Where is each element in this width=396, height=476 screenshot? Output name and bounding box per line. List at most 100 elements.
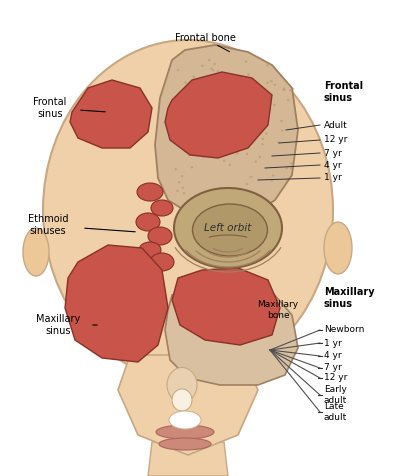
Ellipse shape [274, 83, 276, 86]
Text: 1 yr: 1 yr [324, 173, 342, 182]
Ellipse shape [219, 187, 221, 189]
Ellipse shape [188, 123, 191, 126]
Ellipse shape [136, 213, 160, 231]
Ellipse shape [266, 64, 269, 67]
Ellipse shape [209, 105, 211, 108]
Text: Early
adult: Early adult [324, 385, 347, 405]
Ellipse shape [224, 85, 227, 87]
Polygon shape [65, 245, 168, 362]
Ellipse shape [226, 95, 228, 97]
Ellipse shape [217, 70, 219, 72]
Ellipse shape [286, 179, 289, 181]
Ellipse shape [212, 69, 214, 72]
Text: Frontal
sinus: Frontal sinus [33, 97, 67, 119]
Polygon shape [165, 282, 298, 385]
Ellipse shape [174, 168, 177, 170]
Ellipse shape [210, 127, 213, 130]
Ellipse shape [192, 76, 195, 78]
Ellipse shape [151, 200, 173, 216]
Ellipse shape [156, 425, 214, 439]
Ellipse shape [177, 69, 179, 71]
Text: Left orbit: Left orbit [204, 223, 252, 233]
Text: 7 yr: 7 yr [324, 149, 342, 158]
Ellipse shape [247, 124, 249, 127]
Text: Maxillary
sinus: Maxillary sinus [324, 287, 375, 309]
Ellipse shape [246, 183, 248, 185]
Ellipse shape [181, 175, 183, 178]
Ellipse shape [236, 152, 238, 155]
Ellipse shape [245, 60, 248, 63]
Text: 12 yr: 12 yr [324, 136, 347, 145]
Ellipse shape [259, 156, 261, 159]
Ellipse shape [289, 167, 292, 169]
Ellipse shape [266, 123, 269, 125]
Ellipse shape [172, 389, 192, 411]
Ellipse shape [210, 68, 213, 70]
Text: Late
adult: Late adult [324, 402, 347, 422]
Ellipse shape [202, 156, 205, 158]
Ellipse shape [179, 99, 182, 102]
Ellipse shape [201, 65, 204, 67]
Text: 12 yr: 12 yr [324, 374, 347, 383]
Ellipse shape [292, 88, 295, 90]
Ellipse shape [211, 125, 214, 128]
Ellipse shape [223, 159, 225, 162]
Ellipse shape [233, 96, 236, 99]
Ellipse shape [285, 167, 288, 169]
Ellipse shape [283, 89, 285, 91]
Ellipse shape [289, 89, 292, 91]
Ellipse shape [283, 87, 285, 90]
Ellipse shape [261, 143, 264, 146]
Ellipse shape [175, 125, 177, 128]
Ellipse shape [217, 190, 220, 192]
Ellipse shape [137, 183, 163, 201]
Polygon shape [165, 72, 272, 158]
Ellipse shape [239, 79, 242, 82]
Text: Maxillary
bone: Maxillary bone [257, 300, 299, 320]
Ellipse shape [188, 101, 190, 103]
Polygon shape [172, 268, 280, 345]
Ellipse shape [159, 438, 211, 450]
Text: 7 yr: 7 yr [324, 364, 342, 373]
Ellipse shape [191, 122, 194, 125]
Ellipse shape [139, 242, 161, 258]
Text: 4 yr: 4 yr [324, 351, 342, 360]
Polygon shape [155, 45, 298, 220]
Text: Ethmoid
sinuses: Ethmoid sinuses [28, 214, 68, 236]
Ellipse shape [201, 114, 204, 116]
Polygon shape [148, 442, 228, 476]
Ellipse shape [142, 266, 162, 282]
Ellipse shape [174, 188, 282, 268]
Ellipse shape [150, 253, 174, 271]
Ellipse shape [247, 78, 249, 80]
Text: 1 yr: 1 yr [324, 338, 342, 347]
Text: Maxillary
sinus: Maxillary sinus [36, 314, 80, 336]
Ellipse shape [236, 114, 239, 116]
Polygon shape [70, 80, 152, 148]
Ellipse shape [192, 204, 268, 256]
Text: Newborn: Newborn [324, 326, 364, 335]
Ellipse shape [148, 227, 172, 245]
Ellipse shape [177, 143, 180, 145]
Ellipse shape [265, 132, 268, 135]
Ellipse shape [211, 99, 213, 102]
Text: Frontal bone: Frontal bone [175, 33, 236, 43]
Ellipse shape [277, 141, 280, 143]
Ellipse shape [209, 76, 211, 79]
Ellipse shape [273, 104, 276, 106]
Ellipse shape [23, 228, 49, 276]
Text: Frontal
sinus: Frontal sinus [324, 81, 363, 103]
Ellipse shape [198, 126, 200, 128]
Ellipse shape [250, 176, 252, 178]
Ellipse shape [213, 63, 216, 65]
Ellipse shape [43, 40, 333, 380]
Ellipse shape [228, 164, 231, 166]
Ellipse shape [185, 81, 187, 84]
Ellipse shape [205, 147, 207, 149]
Ellipse shape [181, 187, 184, 189]
Ellipse shape [270, 80, 273, 82]
Ellipse shape [262, 138, 264, 140]
Ellipse shape [254, 160, 257, 163]
Text: Adult: Adult [324, 120, 348, 129]
Text: 4 yr: 4 yr [324, 160, 342, 169]
